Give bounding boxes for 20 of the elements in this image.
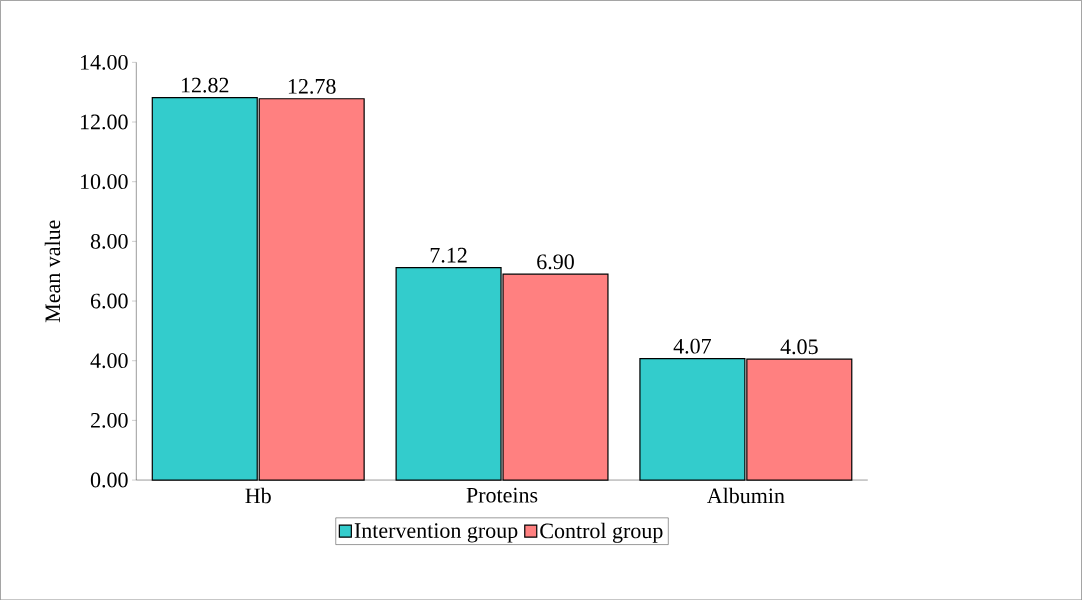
- x-tick-label: Albumin: [706, 487, 785, 504]
- y-tick-label: 10.00: [80, 174, 128, 189]
- y-tick-label: 12.00: [80, 114, 128, 130]
- data-label: 12.78: [288, 78, 336, 94]
- y-tick-label: 6.00: [90, 293, 128, 309]
- y-tick-label: 8.00: [90, 233, 128, 249]
- y-tick-label: 2.00: [91, 412, 128, 428]
- y-tick-label: 14.00: [80, 54, 128, 70]
- data-label: 12.82: [181, 77, 229, 93]
- legend-label: Control group: [540, 522, 663, 543]
- data-label: 7.12: [430, 247, 467, 263]
- data-label: 6.90: [537, 254, 574, 270]
- legend-label: Intervention group: [354, 523, 518, 543]
- y-tick-label: 0.00: [90, 472, 128, 488]
- x-tick-label: Hb: [245, 487, 271, 504]
- y-axis-title: Mean value: [44, 220, 61, 322]
- data-label: 4.05: [780, 339, 818, 355]
- data-label: 4.07: [673, 338, 711, 354]
- x-tick-label: Proteins: [466, 487, 538, 503]
- y-tick-label: 4.00: [90, 353, 128, 368]
